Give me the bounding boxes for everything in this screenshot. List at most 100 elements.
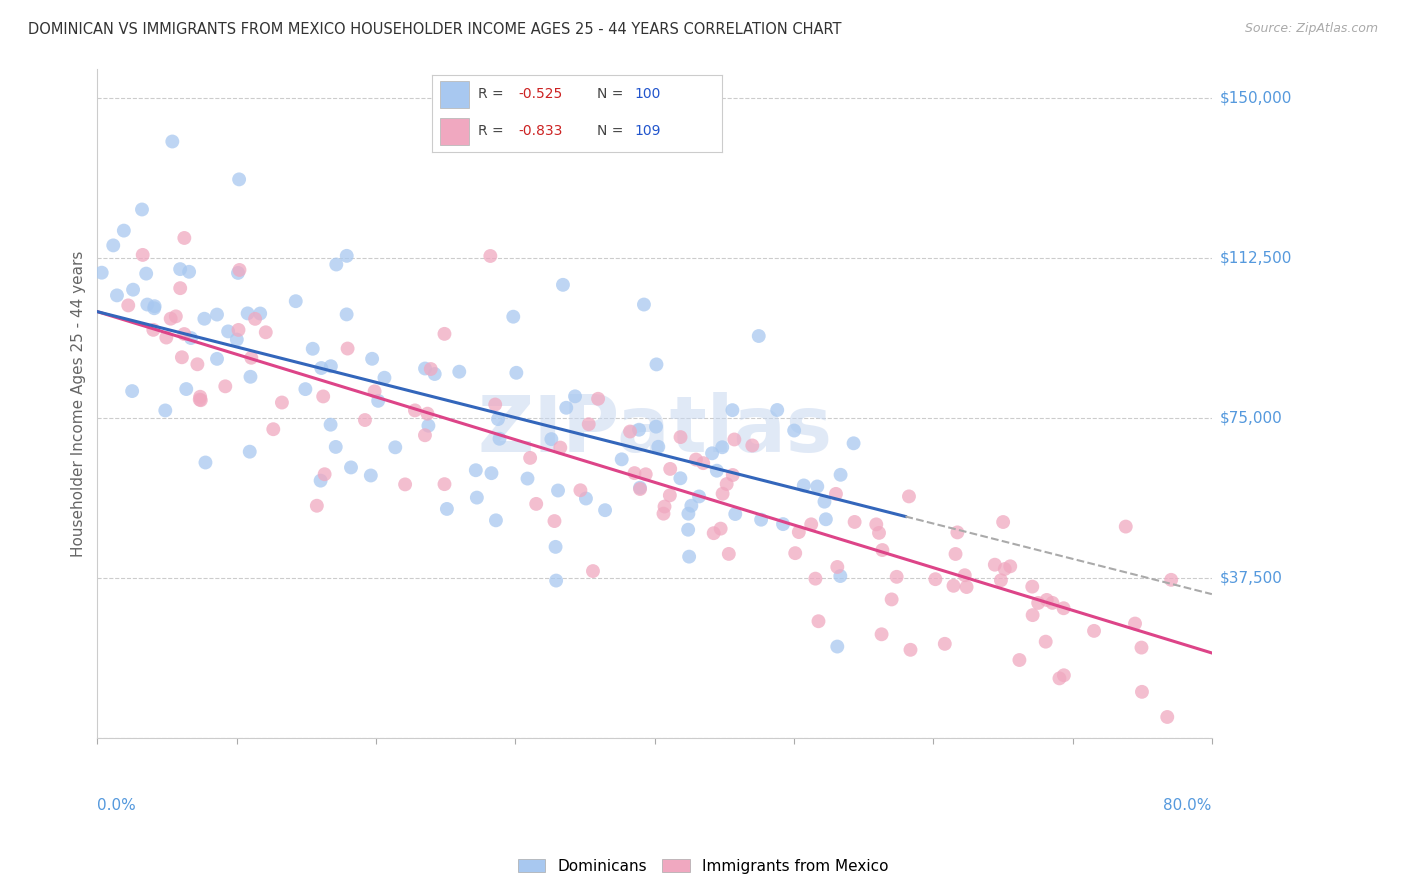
Point xyxy=(678,549,700,564)
Text: $75,000: $75,000 xyxy=(1220,411,1282,425)
Point xyxy=(787,524,810,539)
Point xyxy=(319,417,342,432)
Text: Source: ZipAtlas.com: Source: ZipAtlas.com xyxy=(1244,22,1378,36)
Point xyxy=(314,467,336,482)
Point xyxy=(555,401,578,415)
Text: ZIPatlas: ZIPatlas xyxy=(477,392,832,468)
Point xyxy=(1160,573,1182,587)
Point xyxy=(1021,580,1043,594)
Point xyxy=(488,432,510,446)
Text: 80.0%: 80.0% xyxy=(1164,798,1212,813)
Point xyxy=(319,359,342,374)
Point xyxy=(830,569,852,583)
Point xyxy=(681,499,703,513)
Point xyxy=(284,294,307,309)
Point xyxy=(955,580,977,594)
Point xyxy=(547,483,569,498)
Point xyxy=(645,358,668,372)
Text: $150,000: $150,000 xyxy=(1220,91,1292,106)
Point xyxy=(842,436,865,450)
Point xyxy=(785,546,807,560)
Point xyxy=(619,425,641,439)
Point xyxy=(1035,634,1057,648)
Point xyxy=(945,547,967,561)
Point xyxy=(413,428,436,442)
Text: $37,500: $37,500 xyxy=(1220,571,1284,586)
Text: 0.0%: 0.0% xyxy=(97,798,136,813)
Point xyxy=(205,308,228,322)
Point xyxy=(880,592,903,607)
Point xyxy=(419,362,441,376)
Legend: Dominicans, Immigrants from Mexico: Dominicans, Immigrants from Mexico xyxy=(512,853,894,880)
Point xyxy=(628,482,651,496)
Y-axis label: Householder Income Ages 25 - 44 years: Householder Income Ages 25 - 44 years xyxy=(72,251,86,557)
Point xyxy=(990,574,1012,588)
Point xyxy=(721,468,744,483)
Point xyxy=(844,515,866,529)
Point xyxy=(190,393,212,408)
Point xyxy=(825,487,848,501)
Point xyxy=(806,479,828,493)
Point xyxy=(217,325,239,339)
Point xyxy=(214,379,236,393)
Point xyxy=(723,433,745,447)
Point xyxy=(1123,616,1146,631)
Point xyxy=(593,503,616,517)
Point xyxy=(710,522,733,536)
Point xyxy=(1130,640,1153,655)
Point xyxy=(994,562,1017,576)
Point xyxy=(717,547,740,561)
Point xyxy=(1083,624,1105,638)
Point xyxy=(186,357,208,371)
Point xyxy=(194,455,217,469)
Point xyxy=(870,627,893,641)
Point xyxy=(312,389,335,403)
Point xyxy=(325,440,347,454)
Point xyxy=(991,515,1014,529)
Point xyxy=(305,499,328,513)
Point xyxy=(807,614,830,628)
Point xyxy=(294,382,316,396)
Point xyxy=(897,490,920,504)
Point xyxy=(711,487,734,501)
Point xyxy=(1115,519,1137,533)
Point xyxy=(254,326,277,340)
Point xyxy=(800,517,823,532)
Point xyxy=(249,306,271,320)
Point xyxy=(647,440,669,454)
Point xyxy=(623,466,645,480)
Point xyxy=(658,488,681,502)
Point xyxy=(628,423,651,437)
Point xyxy=(239,444,262,458)
Text: DOMINICAN VS IMMIGRANTS FROM MEXICO HOUSEHOLDER INCOME AGES 25 - 44 YEARS CORREL: DOMINICAN VS IMMIGRANTS FROM MEXICO HOUS… xyxy=(28,22,842,37)
Point xyxy=(543,514,565,528)
Point xyxy=(228,263,250,277)
Point xyxy=(721,403,744,417)
Point xyxy=(872,543,894,558)
Point xyxy=(384,440,406,454)
Point xyxy=(162,135,184,149)
Point xyxy=(634,467,657,482)
Point xyxy=(122,283,145,297)
Point xyxy=(711,440,734,454)
Point xyxy=(336,249,359,263)
Point xyxy=(741,438,763,452)
Point xyxy=(946,525,969,540)
Point xyxy=(433,477,456,491)
Point xyxy=(479,249,502,263)
Point xyxy=(703,526,725,541)
Point xyxy=(1049,671,1071,685)
Point xyxy=(706,464,728,478)
Point xyxy=(652,507,675,521)
Point xyxy=(1156,710,1178,724)
Point xyxy=(678,507,700,521)
Point xyxy=(240,351,263,365)
Point xyxy=(900,642,922,657)
Point xyxy=(685,452,707,467)
Point xyxy=(486,412,509,426)
Point xyxy=(516,472,538,486)
Point xyxy=(340,460,363,475)
Point xyxy=(628,481,651,495)
Point xyxy=(188,392,211,407)
Point xyxy=(465,491,488,505)
